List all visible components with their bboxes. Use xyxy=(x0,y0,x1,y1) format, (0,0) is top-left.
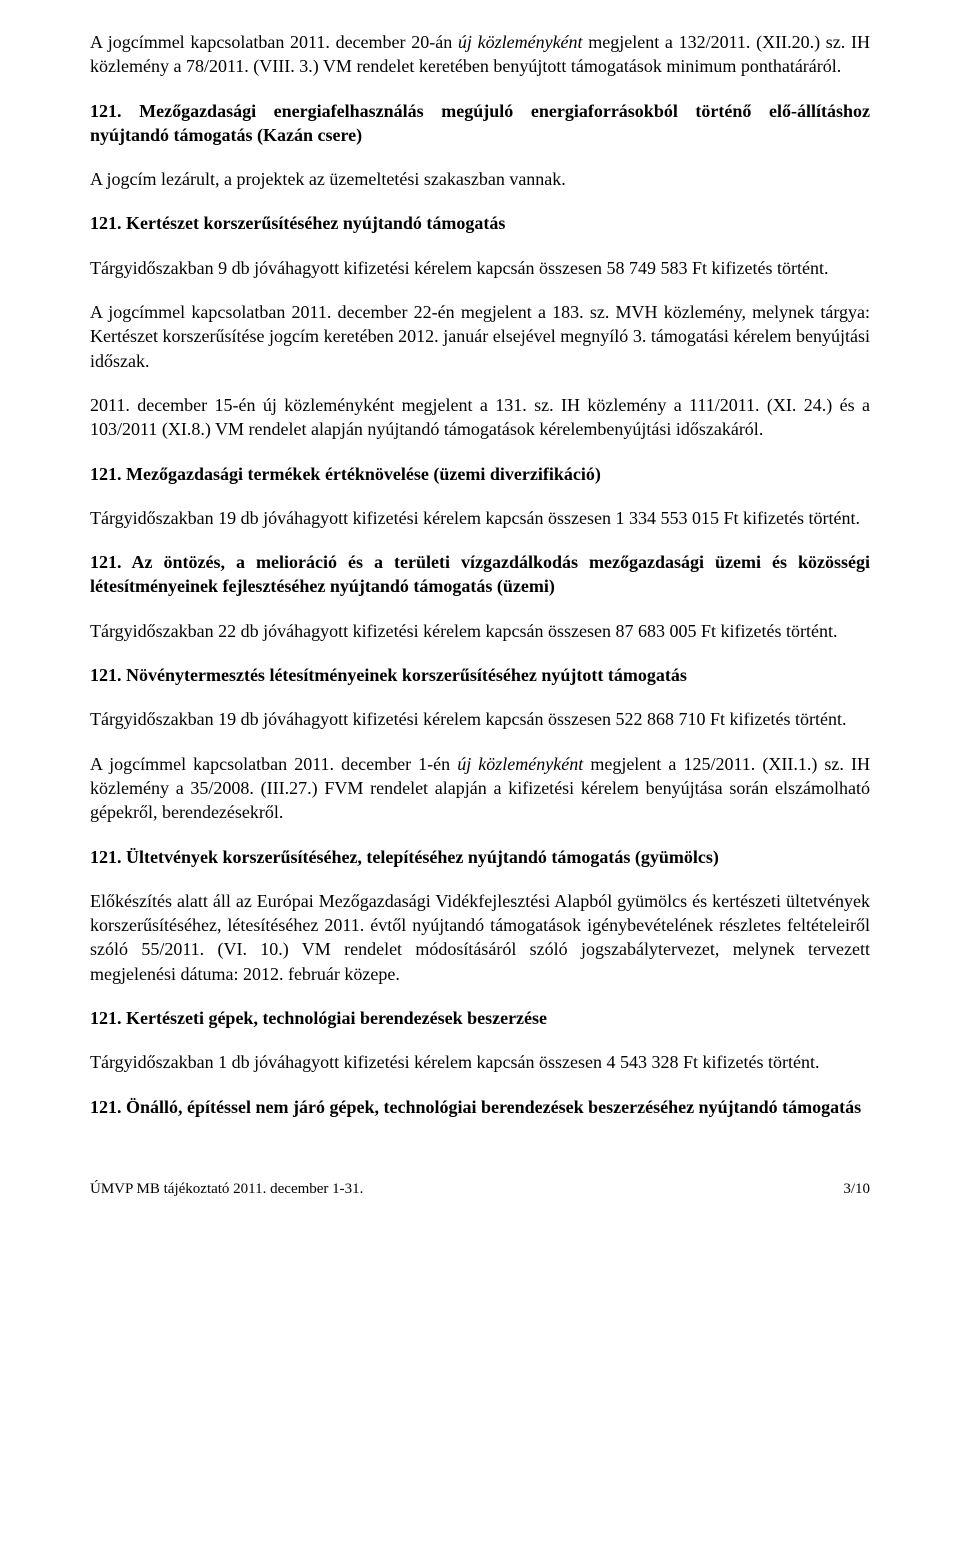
paragraph-body: Előkészítés alatt áll az Európai Mezőgaz… xyxy=(90,889,870,986)
paragraph-body: Tárgyidőszakban 22 db jóváhagyott kifize… xyxy=(90,619,870,643)
page-footer: ÚMVP MB tájékoztató 2011. december 1-31.… xyxy=(90,1179,870,1199)
footer-right: 3/10 xyxy=(843,1179,870,1199)
paragraph-body: A jogcím lezárult, a projektek az üzemel… xyxy=(90,167,870,191)
heading-121-ontozes: 121. Az öntözés, a melioráció és a terül… xyxy=(90,550,870,599)
heading-121-kerteszet: 121. Kertészet korszerűsítéséhez nyújtan… xyxy=(90,211,870,235)
paragraph-body: Tárgyidőszakban 9 db jóváhagyott kifizet… xyxy=(90,256,870,280)
footer-left: ÚMVP MB tájékoztató 2011. december 1-31. xyxy=(90,1179,363,1199)
paragraph-body: Tárgyidőszakban 19 db jóváhagyott kifize… xyxy=(90,506,870,530)
heading-121-energia: 121. Mezőgazdasági energiafelhasználás m… xyxy=(90,99,870,148)
text-italic: új közleményként xyxy=(458,32,583,52)
text-segment: A jogcímmel kapcsolatban 2011. december … xyxy=(90,32,458,52)
heading-121-kerteszeti-gepek: 121. Kertészeti gépek, technológiai bere… xyxy=(90,1006,870,1030)
heading-121-onallo: 121. Önálló, építéssel nem járó gépek, t… xyxy=(90,1095,870,1119)
paragraph-body: Tárgyidőszakban 1 db jóváhagyott kifizet… xyxy=(90,1050,870,1074)
paragraph-body: A jogcímmel kapcsolatban 2011. december … xyxy=(90,300,870,373)
text-italic: új közleményként xyxy=(457,754,583,774)
heading-121-noveny: 121. Növénytermesztés létesítményeinek k… xyxy=(90,663,870,687)
paragraph-kozlemeny: A jogcímmel kapcsolatban 2011. december … xyxy=(90,752,870,825)
text-segment: A jogcímmel kapcsolatban 2011. december … xyxy=(90,754,457,774)
heading-121-ultetvenyek: 121. Ültetvények korszerűsítéséhez, tele… xyxy=(90,845,870,869)
paragraph-intro: A jogcímmel kapcsolatban 2011. december … xyxy=(90,30,870,79)
heading-121-termek: 121. Mezőgazdasági termékek értéknövelés… xyxy=(90,462,870,486)
paragraph-body: 2011. december 15-én új közleményként me… xyxy=(90,393,870,442)
paragraph-body: Tárgyidőszakban 19 db jóváhagyott kifize… xyxy=(90,707,870,731)
